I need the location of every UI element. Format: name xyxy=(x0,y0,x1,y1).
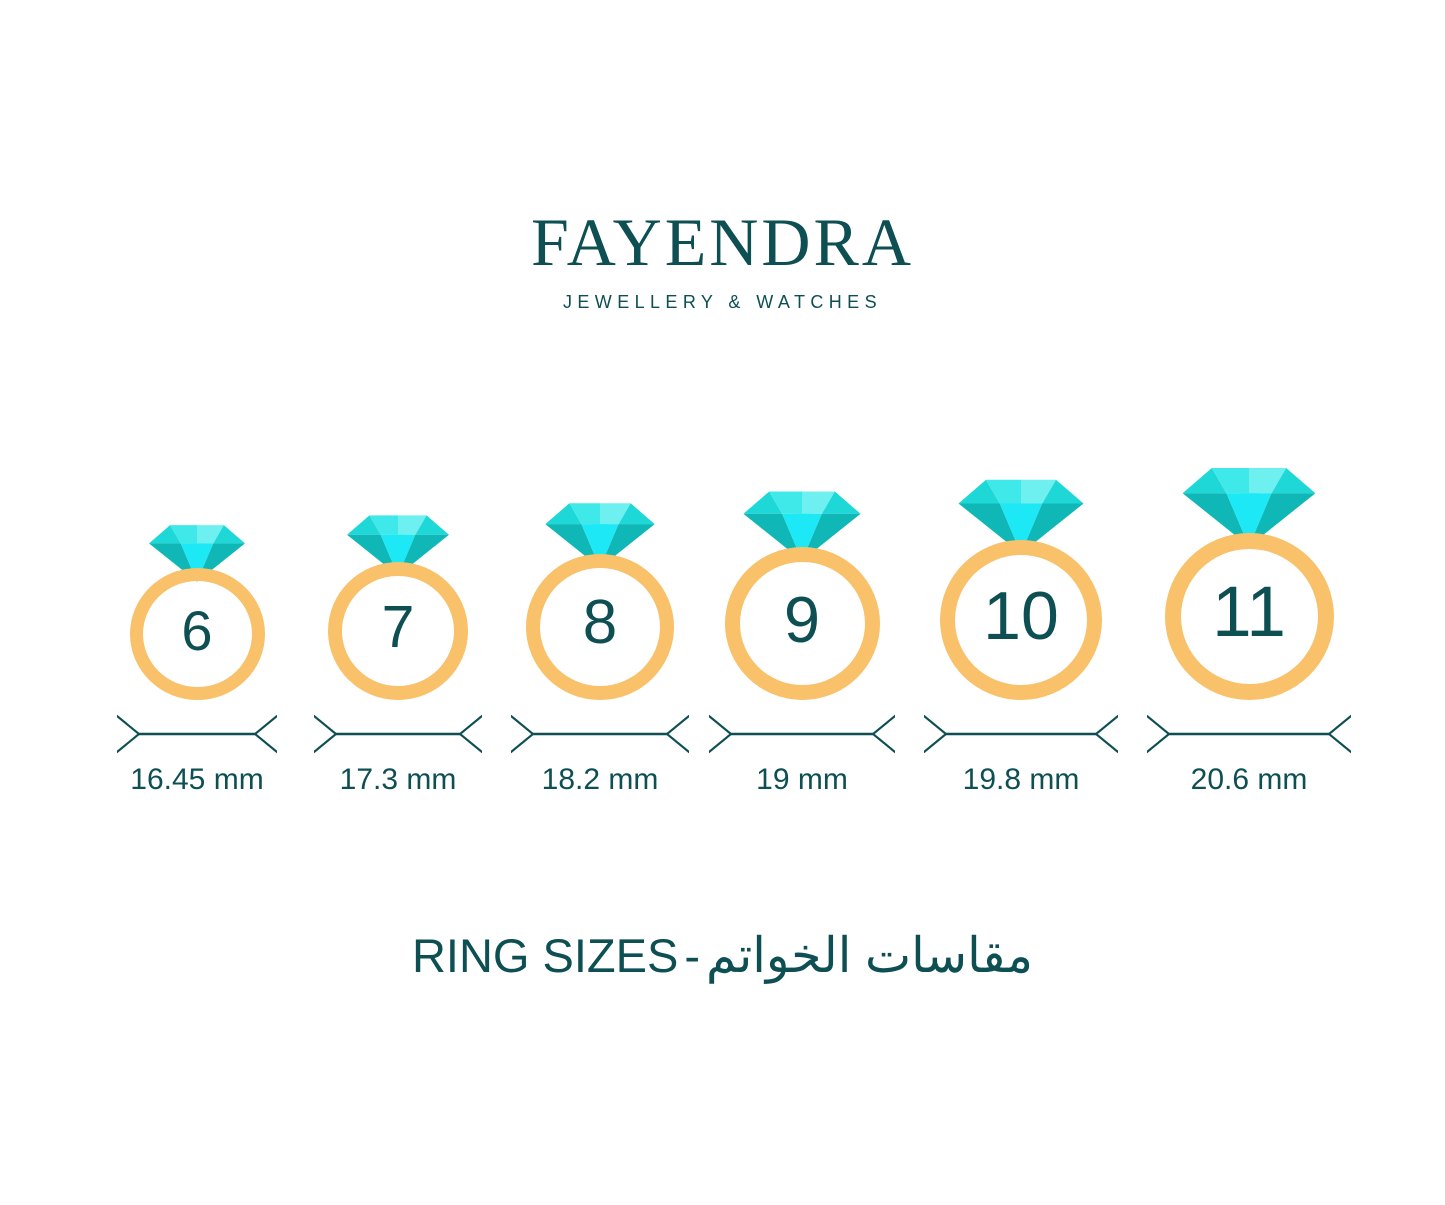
ring-diameter-label: 19.8 mm xyxy=(962,763,1080,796)
ring-size-number: 9 xyxy=(783,583,821,657)
dimension-line xyxy=(511,712,689,758)
chart-title-arabic: مقاسات الخواتم xyxy=(705,929,1034,983)
chart-title-separator: - xyxy=(684,929,700,982)
dimension-arrow-icon xyxy=(314,714,482,754)
ring-diameter-label: 18.2 mm xyxy=(541,763,659,796)
dimension-line xyxy=(1147,712,1351,758)
ring-size-number: 11 xyxy=(1212,572,1286,652)
dimension-arrow-icon xyxy=(924,714,1118,754)
brand-logo: FAYENDRA JEWELLERY & WATCHES xyxy=(0,208,1445,313)
ring-size-number: 10 xyxy=(983,577,1059,654)
dimension-arrow-icon xyxy=(1147,714,1351,754)
ring-diameter-label: 20.6 mm xyxy=(1190,763,1308,796)
dimension-line xyxy=(924,712,1118,758)
ring-size-number: 8 xyxy=(582,588,618,658)
ring-gem xyxy=(1182,464,1316,549)
ring-diameter-label: 16.45 mm xyxy=(130,763,264,796)
dimension-line xyxy=(709,712,895,758)
dimension-arrow-icon xyxy=(709,714,895,754)
brand-name: FAYENDRA xyxy=(531,204,914,280)
dimension-arrow-icon xyxy=(117,714,277,754)
dimension-line xyxy=(314,712,482,758)
ring-size-number: 6 xyxy=(181,598,213,662)
dimension-line xyxy=(117,712,277,758)
ring-size-number: 7 xyxy=(381,593,415,660)
chart-title: RING SIZES - مقاسات الخواتم xyxy=(0,929,1445,984)
brand-tagline: JEWELLERY & WATCHES xyxy=(563,292,882,312)
diamond-gem-icon xyxy=(1182,467,1316,547)
dimension-arrow-icon xyxy=(511,714,689,754)
chart-title-english: RING SIZES xyxy=(411,929,679,982)
ring-diameter-label: 17.3 mm xyxy=(339,763,457,796)
ring-diameter-label: 19 mm xyxy=(756,763,848,796)
